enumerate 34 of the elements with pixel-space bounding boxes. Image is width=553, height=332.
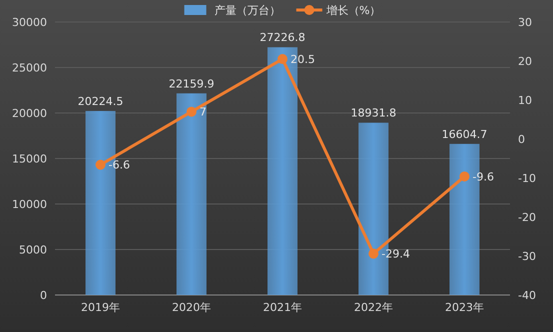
x-tick-label: 2019年	[81, 301, 120, 314]
y-tick-label: 30000	[12, 16, 47, 29]
legend-label: 产量（万台）	[214, 4, 280, 17]
y2-tick-label: -20	[518, 211, 536, 224]
point	[186, 106, 196, 117]
y-tick-label: 0	[40, 289, 47, 302]
y-tick-label: 20000	[12, 107, 47, 120]
point	[460, 171, 470, 182]
y2-tick-label: 30	[518, 16, 532, 29]
y-tick-label: 10000	[12, 198, 47, 211]
y2-tick-label: -10	[518, 172, 536, 185]
x-tick-label: 2021年	[263, 301, 302, 314]
x-tick-label: 2022年	[354, 301, 393, 314]
point	[368, 248, 378, 259]
data-label: 22159.9	[168, 77, 214, 90]
data-label: 20224.5	[78, 94, 124, 108]
y-tick-label: 5000	[19, 244, 47, 256]
data-label: 27226.8	[260, 31, 306, 44]
y-tick-label: 15000	[12, 152, 47, 166]
legend-label: 增长（%）	[325, 4, 381, 17]
x-tick-label: 2020年	[172, 301, 211, 314]
point	[96, 160, 106, 170]
y2-tick-label: 10	[518, 94, 532, 107]
data-label: 7	[200, 106, 206, 119]
y2-tick-label: 20	[518, 55, 532, 68]
data-label: 18931.8	[350, 106, 396, 120]
y-tick-label: 25000	[12, 62, 47, 74]
y2-tick-label: -40	[518, 289, 536, 302]
data-label: 16604.7	[442, 128, 488, 141]
x-tick-label: 2023年	[445, 301, 484, 314]
bar	[176, 93, 206, 295]
y2-tick-label: -30	[518, 250, 536, 263]
point	[278, 54, 288, 64]
y2-tick-label: 0	[518, 133, 525, 146]
